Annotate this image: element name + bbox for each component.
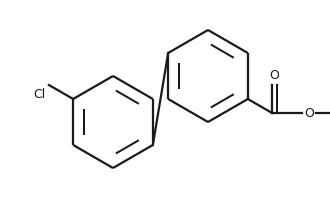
Text: Cl: Cl	[34, 88, 46, 101]
Text: O: O	[304, 107, 314, 120]
Text: O: O	[270, 69, 280, 82]
